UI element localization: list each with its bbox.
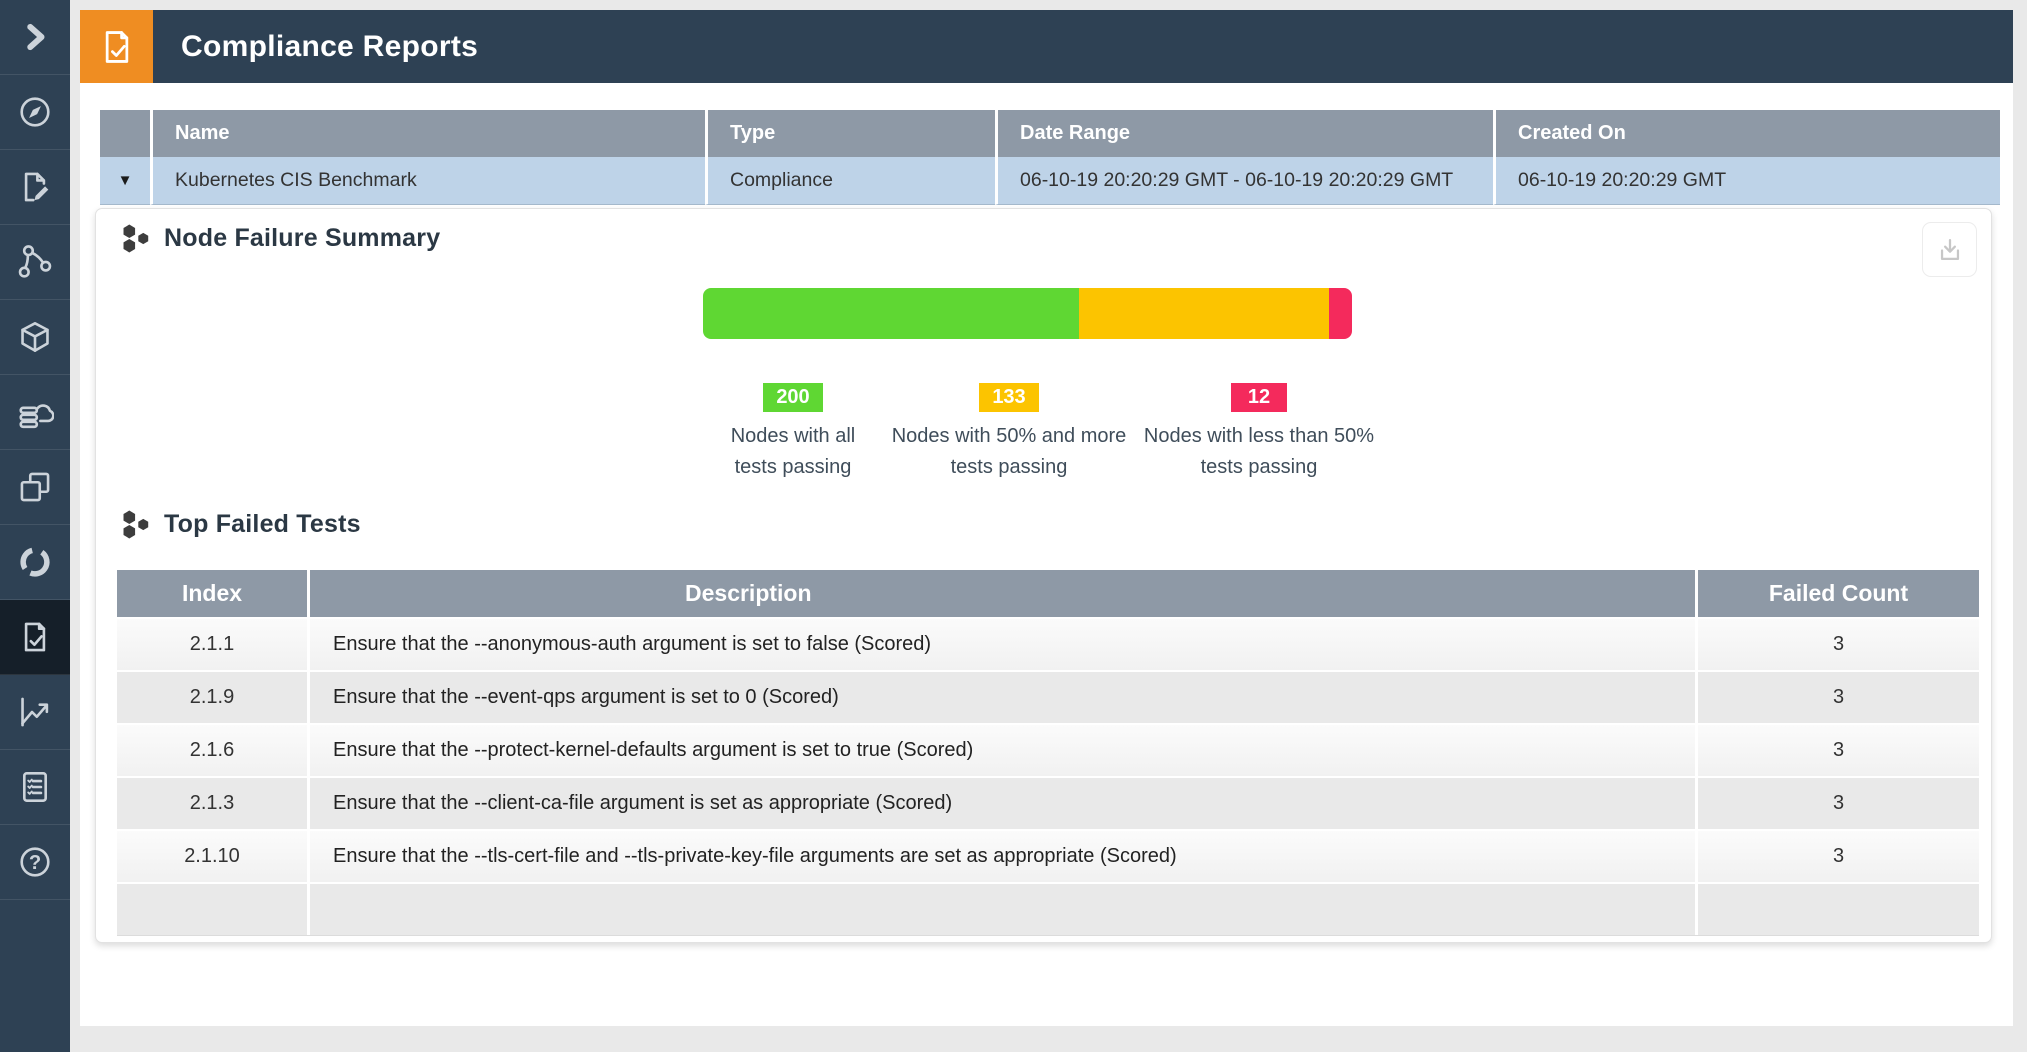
legend-item-less-than-50: 12 Nodes with less than 50% tests passin… [1129, 383, 1389, 483]
refresh-icon [20, 547, 50, 577]
sidebar-item-audit-logs[interactable] [0, 750, 70, 825]
page-title: Compliance Reports [181, 29, 479, 63]
failed-tests-body: 2.1.1 Ensure that the --anonymous-auth ar… [117, 619, 1979, 936]
failed-test-description: Ensure that the --anonymous-auth argumen… [307, 619, 1695, 670]
sidebar-item-assets[interactable] [0, 300, 70, 375]
compass-icon [20, 97, 50, 127]
sidebar-item-bench-scans[interactable] [0, 675, 70, 750]
layers-icon [20, 472, 50, 502]
sidebar-item-registries[interactable] [0, 375, 70, 450]
column-header-description: Description [307, 570, 1695, 617]
hexagon-cluster-icon [123, 510, 149, 539]
node-failure-summary-title: Node Failure Summary [164, 224, 441, 252]
legend-count-badge: 200 [763, 383, 823, 412]
line-chart-icon [21, 697, 49, 727]
empty-cell [1695, 884, 1979, 935]
report-type: Compliance [705, 157, 995, 205]
failed-test-description: Ensure that the --tls-cert-file and --tl… [307, 831, 1695, 882]
cube-icon [21, 322, 49, 352]
report-summary-table: Name Type Date Range Created On ▼ Kubern… [100, 110, 2000, 205]
bar-segment[interactable] [1079, 288, 1330, 339]
top-failed-tests-title: Top Failed Tests [164, 510, 361, 538]
failed-test-index: 2.1.6 [117, 725, 307, 776]
report-detail-panel: Node Failure Summary 200 Nodes with all … [95, 208, 1992, 943]
failed-test-row: 2.1.1 Ensure that the --anonymous-auth ar… [117, 619, 1979, 672]
sidebar-item-expand-sidebar[interactable] [0, 0, 70, 75]
report-date-range: 06-10-19 20:20:29 GMT - 06-10-19 20:20:2… [995, 157, 1493, 205]
document-edit-icon [24, 172, 49, 202]
chevron-right-icon [27, 23, 45, 51]
column-header-type: Type [705, 110, 995, 157]
legend-item-50-and-more: 133 Nodes with 50% and more tests passin… [879, 383, 1139, 483]
failed-test-index: 2.1.9 [117, 672, 307, 723]
legend-label: Nodes with all tests passing [730, 425, 856, 478]
failed-test-index: 2.1.10 [117, 831, 307, 882]
legend-label: Nodes with 50% and more tests passing [891, 425, 1127, 478]
bar-segment[interactable] [703, 288, 1080, 339]
failed-tests-header-row: Index Description Failed Count [117, 570, 1979, 619]
column-header-created-on: Created On [1493, 110, 2000, 157]
failed-test-row: 2.1.10 Ensure that the --tls-cert-file an… [117, 831, 1979, 884]
column-header-failed-count: Failed Count [1695, 570, 1979, 617]
failed-test-index: 2.1.3 [117, 778, 307, 829]
report-created-on: 06-10-19 20:20:29 GMT [1493, 157, 2000, 205]
sidebar: ? [0, 0, 70, 1052]
failed-test-row: 2.1.3 Ensure that the --client-ca-file ar… [117, 778, 1979, 831]
sidebar-item-dashboard[interactable] [0, 75, 70, 150]
sidebar-item-network-activity[interactable] [0, 225, 70, 300]
page-header: Compliance Reports [80, 10, 2013, 83]
sidebar-item-compliance-reports[interactable] [0, 600, 70, 675]
failed-test-row: 2.1.6 Ensure that the --protect-kernel-de… [117, 725, 1979, 778]
sidebar-item-policy[interactable] [0, 150, 70, 225]
svg-text:?: ? [29, 852, 41, 874]
empty-cell [307, 884, 1695, 935]
expander-column-header [100, 110, 150, 157]
failed-test-description: Ensure that the --event-qps argument is … [307, 672, 1695, 723]
failed-test-description: Ensure that the --client-ca-file argumen… [307, 778, 1695, 829]
empty-row [117, 884, 1979, 936]
legend-label: Nodes with less than 50% tests passing [1143, 425, 1375, 478]
sidebar-item-processes[interactable] [0, 525, 70, 600]
main-content: Compliance Reports Name Type Date Range … [80, 10, 2013, 1026]
node-failure-stacked-bar[interactable] [703, 288, 1352, 339]
column-header-index: Index [181, 580, 243, 606]
sidebar-item-help[interactable]: ? [0, 825, 70, 900]
legend-count-badge: 133 [979, 383, 1039, 412]
report-row[interactable]: ▼ Kubernetes CIS Benchmark Compliance 06… [100, 157, 2000, 205]
failed-tests-table: Index Description Failed Count 2.1.1 Ensu… [117, 570, 1979, 936]
top-failed-tests-heading: Top Failed Tests [120, 509, 361, 540]
report-name: Kubernetes CIS Benchmark [150, 157, 705, 205]
bar-segment[interactable] [1329, 288, 1352, 339]
sidebar-item-containers[interactable] [0, 450, 70, 525]
hexagon-cluster-icon [123, 224, 149, 253]
failed-test-description: Ensure that the --protect-kernel-default… [307, 725, 1695, 776]
column-header-name: Name [150, 110, 705, 157]
download-icon [1940, 238, 1959, 260]
empty-cell [117, 884, 307, 935]
network-icon [18, 245, 52, 278]
failed-test-count: 3 [1695, 672, 1979, 723]
legend-count-badge: 12 [1231, 383, 1287, 412]
header-bar: Compliance Reports [153, 10, 2013, 83]
failed-test-index: 2.1.1 [117, 619, 307, 670]
failed-test-count: 3 [1695, 619, 1979, 670]
cloud-database-icon [19, 404, 54, 429]
document-check-icon [105, 30, 128, 63]
compliance-report-icon [80, 10, 153, 83]
legend-item-all-passing: 200 Nodes with all tests passing [708, 383, 878, 483]
failed-test-count: 3 [1695, 778, 1979, 829]
help-icon: ? [20, 847, 50, 877]
download-report-button[interactable] [1922, 222, 1977, 277]
failed-test-count: 3 [1695, 831, 1979, 882]
failed-test-count: 3 [1695, 725, 1979, 776]
report-table-header-row: Name Type Date Range Created On [100, 110, 2000, 157]
row-expander-icon[interactable]: ▼ [117, 172, 133, 189]
column-header-date-range: Date Range [995, 110, 1493, 157]
document-list-icon [23, 772, 47, 802]
node-failure-summary-heading: Node Failure Summary [120, 223, 440, 254]
document-check-icon [24, 622, 46, 652]
failed-test-row: 2.1.9 Ensure that the --event-qps argumen… [117, 672, 1979, 725]
